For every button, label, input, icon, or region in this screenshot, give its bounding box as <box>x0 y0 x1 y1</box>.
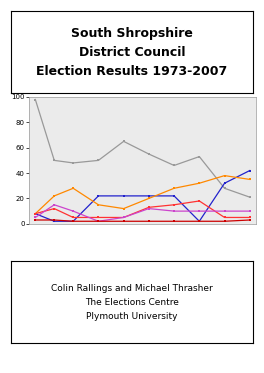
Text: Colin Rallings and Michael Thrasher
The Elections Centre
Plymouth University: Colin Rallings and Michael Thrasher The … <box>51 284 213 320</box>
Text: South Shropshire
District Council
Election Results 1973-2007: South Shropshire District Council Electi… <box>36 27 228 78</box>
